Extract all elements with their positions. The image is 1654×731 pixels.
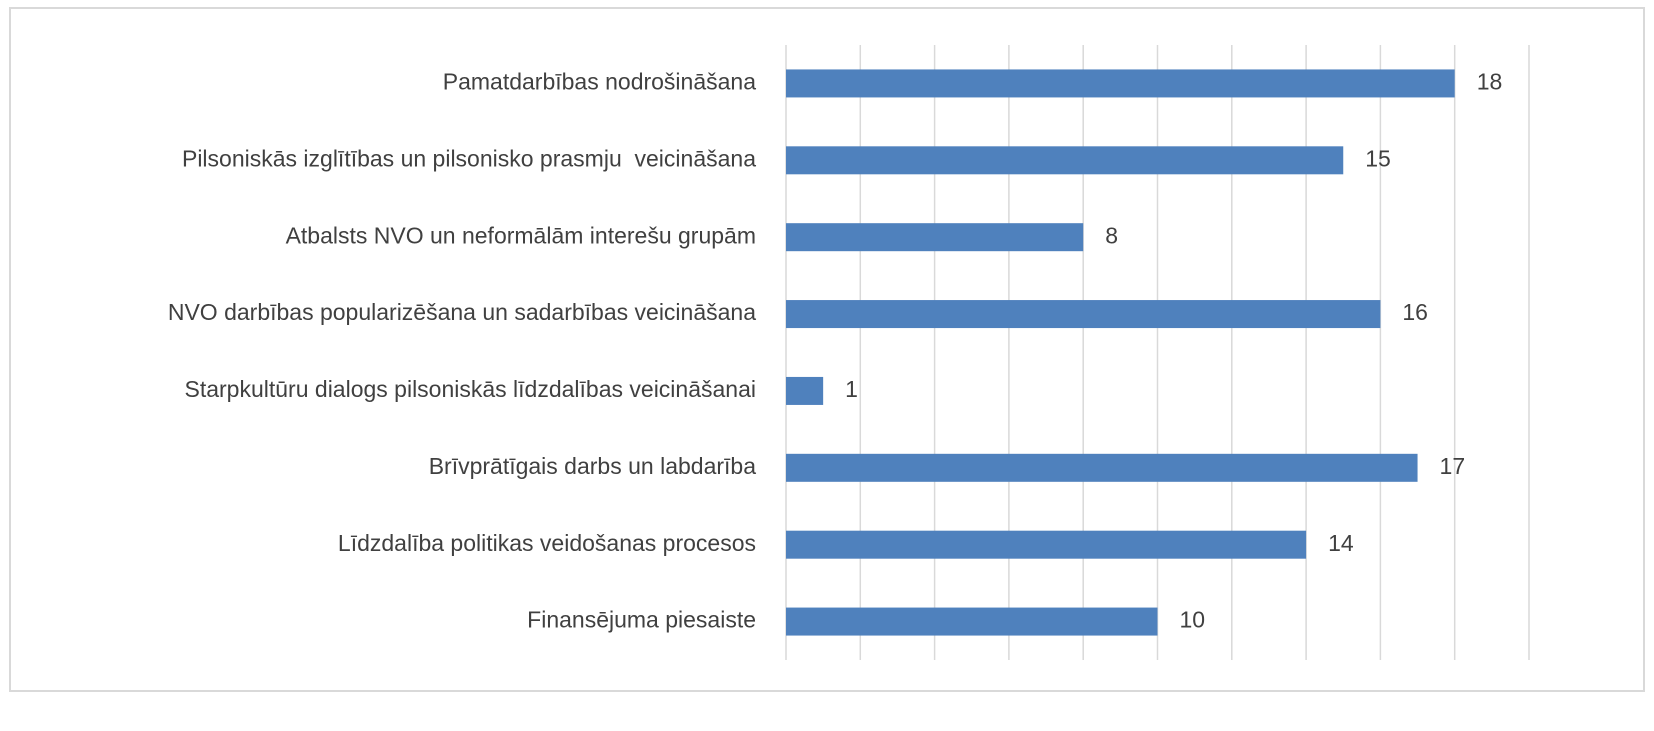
y-tick-label: Pamatdarbības nodrošināšana <box>443 69 756 95</box>
y-tick-label: NVO darbības popularizēšana un sadarbība… <box>168 299 756 325</box>
bar <box>786 69 1455 98</box>
data-label: 17 <box>1440 453 1466 479</box>
y-tick-label: Līdzdalība politikas veidošanas procesos <box>338 530 756 556</box>
bar <box>786 223 1084 252</box>
y-tick-label: Starpkultūru dialogs pilsoniskās līdzdal… <box>185 376 757 402</box>
data-label: 14 <box>1328 530 1354 556</box>
bar <box>786 530 1307 559</box>
bar <box>786 300 1381 329</box>
y-tick-label: Finansējuma piesaiste <box>527 607 756 633</box>
data-label: 10 <box>1180 607 1206 633</box>
y-tick-label: Pilsoniskās izglītības un pilsonisko pra… <box>182 145 756 171</box>
data-label: 1 <box>845 376 858 402</box>
data-label: 18 <box>1477 69 1503 95</box>
data-label: 8 <box>1105 222 1118 248</box>
bar <box>786 146 1344 175</box>
data-label: 16 <box>1402 299 1428 325</box>
data-label: 15 <box>1365 145 1391 171</box>
bar <box>786 376 824 405</box>
y-tick-label: Atbalsts NVO un neformālām interešu grup… <box>286 222 756 248</box>
y-tick-label: Brīvprātīgais darbs un labdarība <box>429 453 757 479</box>
bar <box>786 607 1158 636</box>
chart-frame <box>9 7 1645 692</box>
bar <box>786 453 1418 482</box>
